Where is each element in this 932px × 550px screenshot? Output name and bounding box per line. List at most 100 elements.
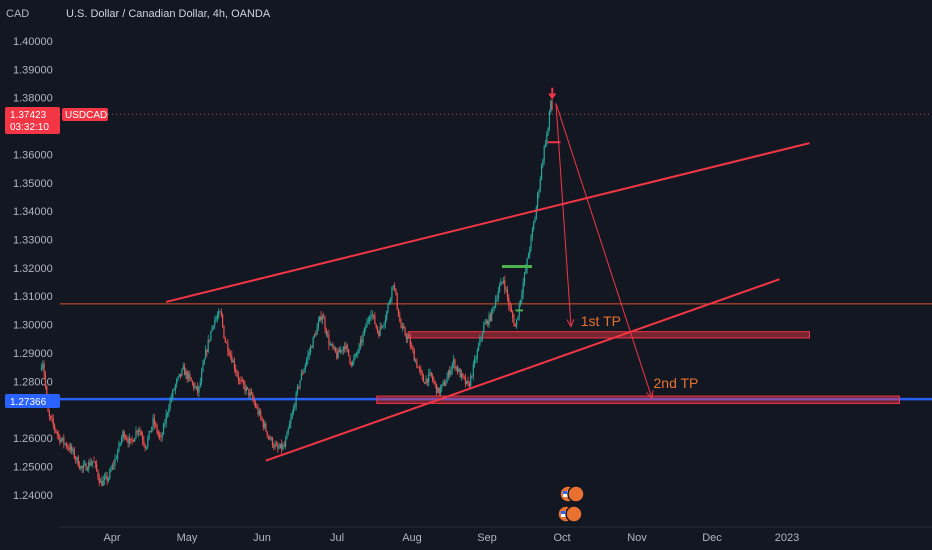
x-tick-label: Nov bbox=[627, 532, 647, 544]
candle-body bbox=[336, 352, 338, 359]
candle-body bbox=[143, 440, 145, 445]
candle-body bbox=[138, 429, 140, 432]
y-tick-label: 1.40000 bbox=[13, 36, 53, 48]
candle-body bbox=[460, 373, 463, 378]
candle-body bbox=[210, 331, 212, 340]
candle-body bbox=[414, 360, 417, 362]
candle-body bbox=[292, 407, 295, 413]
candle-body bbox=[88, 462, 90, 470]
candle-body bbox=[349, 355, 351, 363]
candle-body bbox=[182, 366, 184, 370]
candle-body bbox=[254, 402, 257, 408]
candle-body bbox=[63, 437, 65, 444]
candle-body bbox=[151, 426, 153, 433]
candle-body bbox=[136, 430, 138, 432]
candle-body bbox=[139, 429, 141, 432]
candle-body bbox=[236, 372, 238, 376]
candle-body bbox=[110, 469, 112, 471]
marked-level-value: 1.27366 bbox=[10, 397, 47, 408]
candle-body bbox=[327, 334, 329, 336]
candle-body bbox=[551, 100, 553, 109]
candle-body bbox=[164, 423, 166, 425]
candle-body bbox=[383, 323, 385, 327]
candle-body bbox=[219, 311, 221, 313]
down-arrow-icon bbox=[548, 87, 557, 100]
candle-body bbox=[253, 399, 255, 403]
candle-body bbox=[516, 319, 518, 327]
candle-body bbox=[321, 316, 323, 321]
candle-body bbox=[185, 371, 187, 376]
candle-body bbox=[101, 481, 103, 486]
tp-zones bbox=[376, 331, 900, 404]
x-tick-label: Apr bbox=[103, 532, 120, 544]
symbol-badge-bg bbox=[62, 108, 108, 121]
candle-body bbox=[341, 349, 343, 351]
flag-canton bbox=[563, 491, 567, 494]
candle-body bbox=[501, 281, 503, 283]
candle-body bbox=[135, 430, 137, 439]
candle-body bbox=[57, 434, 60, 436]
candle-body bbox=[445, 383, 447, 386]
candle-body bbox=[207, 339, 209, 352]
candle-body bbox=[527, 254, 530, 259]
candle-body bbox=[491, 309, 493, 321]
candle-body bbox=[55, 429, 57, 433]
candle-body bbox=[382, 326, 384, 327]
candle-body bbox=[77, 457, 79, 467]
y-tick-label: 1.28000 bbox=[13, 376, 53, 388]
x-tick-label: Jul bbox=[330, 532, 344, 544]
candle-body bbox=[244, 384, 246, 392]
candle-body bbox=[472, 364, 474, 377]
candle-body bbox=[240, 380, 242, 381]
candle-body bbox=[487, 320, 489, 325]
candle-body bbox=[191, 381, 194, 383]
candle-body bbox=[229, 355, 232, 356]
candle-body bbox=[166, 412, 169, 415]
candle-body bbox=[542, 160, 544, 166]
event-icons[interactable] bbox=[557, 485, 585, 523]
candle-body bbox=[363, 327, 365, 334]
candle-body bbox=[153, 418, 155, 425]
x-tick-label: Aug bbox=[402, 532, 422, 544]
candle-body bbox=[187, 374, 190, 380]
candle-body bbox=[43, 364, 45, 375]
candle-body bbox=[279, 443, 281, 448]
candle-body bbox=[502, 280, 505, 282]
candle-body bbox=[329, 344, 331, 346]
annotations: 1st TP 2nd TP bbox=[581, 313, 699, 391]
candle-body bbox=[119, 443, 121, 444]
candle-body bbox=[68, 447, 70, 450]
candle-body bbox=[353, 358, 355, 362]
candle-body bbox=[450, 369, 452, 375]
candle-body bbox=[529, 248, 531, 255]
first-tp-label: 1st TP bbox=[581, 313, 621, 329]
candle-body bbox=[454, 359, 456, 369]
candle-body bbox=[204, 350, 207, 360]
candle-body bbox=[470, 375, 472, 387]
candle-body bbox=[262, 420, 264, 428]
candle-body bbox=[124, 437, 127, 439]
candle-body bbox=[303, 369, 305, 374]
candle-body bbox=[208, 339, 211, 341]
candle-body bbox=[387, 304, 389, 312]
candle-body bbox=[237, 375, 239, 381]
candle-body bbox=[462, 373, 464, 376]
candle-body bbox=[359, 340, 362, 346]
candle-body bbox=[392, 285, 394, 287]
candle-body bbox=[395, 288, 397, 295]
candle-body bbox=[403, 326, 405, 329]
candle-body bbox=[190, 377, 192, 382]
candle-body bbox=[312, 337, 314, 348]
candle-body bbox=[267, 435, 270, 437]
candle-body bbox=[446, 377, 448, 384]
candle-body bbox=[160, 436, 162, 438]
candle-body bbox=[61, 437, 64, 440]
candle-body bbox=[40, 367, 43, 370]
candle-body bbox=[514, 325, 516, 327]
candle-body bbox=[296, 386, 299, 393]
candle-body bbox=[265, 423, 267, 432]
candle-body bbox=[248, 388, 250, 396]
candle-body bbox=[257, 407, 259, 415]
candle-body bbox=[75, 457, 77, 460]
